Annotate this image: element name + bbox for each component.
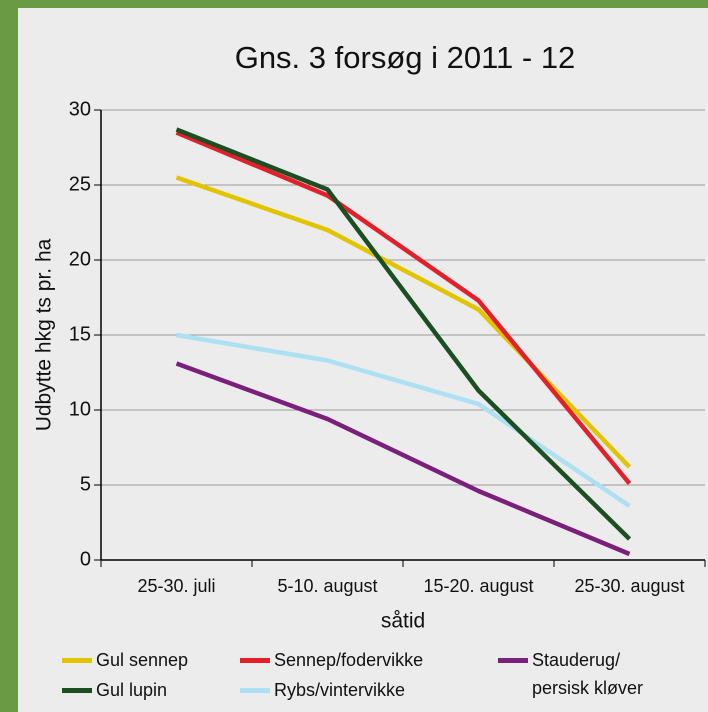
- legend-item: Stauderug/ persisk kløver: [498, 646, 688, 706]
- legend-swatch: [240, 688, 270, 693]
- legend-label: Gul lupin: [96, 676, 167, 704]
- y-tick-label: 30: [69, 98, 91, 120]
- legend-swatch: [62, 658, 92, 663]
- y-tick-label: 25: [69, 173, 91, 195]
- legend-swatch: [498, 658, 528, 663]
- y-tick-label: 5: [80, 473, 91, 495]
- legend-label: Stauderug/ persisk kløver: [532, 646, 672, 702]
- legend-label: Rybs/vintervikke: [274, 676, 405, 704]
- y-tick-label: 15: [69, 323, 91, 345]
- chart: Gns. 3 forsøg i 2011 - 12 Udbytte hkg ts…: [0, 0, 708, 712]
- legend-item: Sennep/fodervikke: [240, 646, 492, 676]
- legend-item: Gul sennep: [62, 646, 234, 676]
- page: Gns. 3 forsøg i 2011 - 12 Udbytte hkg ts…: [0, 0, 708, 712]
- y-axis-label: Udbytte hkg ts pr. ha: [33, 238, 56, 431]
- x-tick-label: 5-10. august: [277, 576, 377, 596]
- legend-swatch: [240, 658, 270, 663]
- x-axis-label: såtid: [381, 610, 425, 633]
- legend-label: Sennep/fodervikke: [274, 646, 423, 674]
- y-tick-label: 10: [69, 398, 91, 420]
- x-tick-label: 25-30. juli: [137, 576, 215, 596]
- panel: [18, 8, 708, 712]
- x-tick-label: 15-20. august: [423, 576, 533, 596]
- legend-item: Gul lupin: [62, 676, 234, 706]
- legend-swatch: [62, 688, 92, 693]
- legend-item: Rybs/vintervikke: [240, 676, 492, 706]
- legend-label: Gul sennep: [96, 646, 188, 674]
- x-tick-label: 25-30. august: [574, 576, 684, 596]
- y-tick-label: 20: [69, 248, 91, 270]
- y-tick-label: 0: [80, 548, 91, 570]
- chart-title: Gns. 3 forsøg i 2011 - 12: [235, 40, 576, 75]
